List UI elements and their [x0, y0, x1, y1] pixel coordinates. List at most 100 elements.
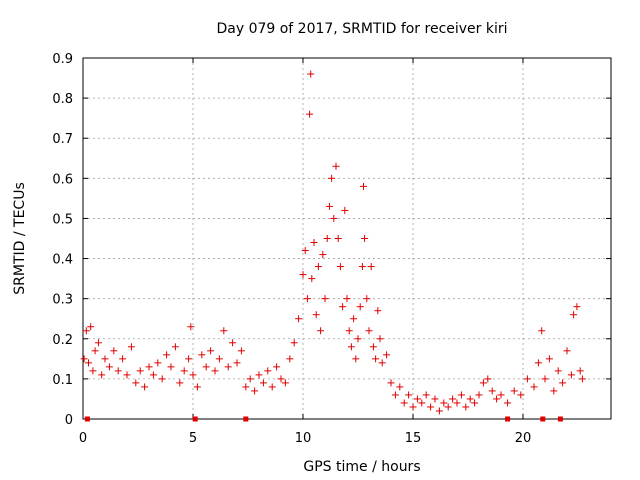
y-tick-labels: 0 0.1 0.2 0.3 0.4 0.5 0.6 0.7 0.8 0.9 — [52, 52, 73, 428]
data-point — [189, 371, 197, 379]
data-point — [242, 383, 250, 391]
data-point — [149, 371, 157, 379]
data-point — [363, 295, 371, 303]
data-point — [534, 359, 542, 367]
data-point — [82, 327, 90, 335]
data-point — [573, 303, 581, 311]
data-point — [180, 367, 188, 375]
data-point — [358, 263, 366, 271]
data-point — [237, 347, 245, 355]
data-point — [334, 235, 342, 242]
y-tick-label: 0.9 — [52, 52, 73, 67]
data-point — [538, 327, 546, 335]
data-point — [114, 367, 122, 375]
data-points — [80, 70, 586, 415]
data-point — [207, 347, 215, 355]
data-point — [578, 375, 586, 383]
data-point — [479, 379, 487, 387]
data-point — [246, 375, 254, 383]
data-point — [110, 347, 118, 355]
data-point — [307, 70, 315, 78]
data-point — [273, 363, 281, 371]
y-tick-label: 0.8 — [52, 92, 73, 107]
data-point — [418, 399, 426, 407]
data-point — [440, 399, 448, 407]
data-point — [255, 371, 263, 379]
data-point — [176, 379, 184, 387]
data-point — [167, 363, 175, 371]
data-point — [321, 295, 329, 303]
data-point — [308, 275, 316, 283]
data-point — [341, 206, 349, 214]
data-point — [475, 391, 483, 399]
data-point — [141, 383, 149, 391]
baseline-marker — [192, 416, 198, 422]
data-point — [372, 355, 380, 363]
baseline-marker — [84, 416, 90, 422]
data-point — [369, 343, 377, 351]
data-point — [251, 387, 259, 395]
data-point — [330, 214, 338, 222]
data-point — [89, 367, 97, 375]
data-point — [187, 323, 195, 331]
data-point — [193, 383, 201, 391]
grid-lines — [83, 58, 611, 419]
x-axis-label: GPS time / hours — [303, 459, 420, 475]
y-tick-label: 0 — [65, 413, 73, 428]
data-point — [554, 367, 562, 375]
data-point — [105, 363, 113, 371]
data-point — [215, 355, 223, 363]
x-tick-labels: 0 5 10 15 20 — [79, 431, 531, 446]
data-point — [91, 347, 99, 355]
data-point — [530, 383, 538, 391]
x-tick-label: 20 — [515, 431, 532, 446]
data-point — [488, 387, 496, 395]
data-point — [449, 395, 457, 403]
y-tick-label: 0.3 — [52, 293, 73, 308]
data-point — [422, 391, 430, 399]
data-point — [158, 375, 166, 383]
data-point — [132, 379, 140, 387]
data-point — [80, 355, 88, 363]
data-point — [387, 379, 395, 387]
data-point — [405, 391, 413, 399]
data-point — [550, 387, 558, 395]
data-point — [299, 271, 307, 279]
data-point — [453, 399, 461, 407]
data-point — [85, 359, 92, 367]
data-point — [123, 371, 131, 379]
data-point — [576, 367, 584, 375]
baseline-marker — [540, 416, 546, 422]
chart-title: Day 079 of 2017, SRMTID for receiver kir… — [216, 21, 507, 37]
data-point — [328, 174, 336, 182]
data-point — [163, 351, 171, 359]
data-point — [559, 379, 567, 387]
data-point — [303, 295, 311, 303]
data-point — [356, 303, 364, 311]
data-point — [444, 403, 452, 411]
axis-ticks — [82, 57, 611, 420]
data-point — [286, 355, 294, 363]
baseline-marker — [505, 416, 511, 422]
data-point — [290, 339, 298, 347]
data-point — [378, 359, 386, 367]
data-point — [336, 263, 344, 271]
plot-frame — [82, 57, 612, 420]
data-point — [427, 403, 435, 411]
data-point — [310, 239, 318, 247]
data-point — [319, 251, 327, 259]
data-point — [484, 375, 492, 383]
data-point — [317, 327, 325, 335]
data-point — [98, 371, 106, 379]
y-tick-label: 0.4 — [52, 253, 73, 268]
data-point — [259, 379, 267, 387]
data-point — [504, 399, 512, 407]
data-point — [471, 399, 479, 407]
data-point — [391, 391, 399, 399]
data-point — [136, 367, 144, 375]
y-tick-label: 0.5 — [52, 212, 73, 227]
data-point — [360, 182, 367, 190]
data-point — [198, 351, 206, 359]
data-point — [541, 375, 549, 383]
